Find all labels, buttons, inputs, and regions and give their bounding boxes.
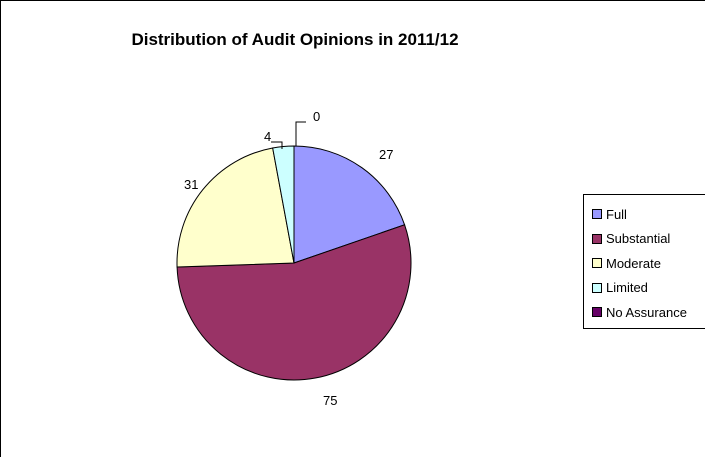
legend-item-no-assurance: No Assurance: [592, 304, 687, 320]
data-label-full: 27: [379, 147, 393, 162]
legend-swatch: [592, 282, 602, 293]
pie-slice-full: [293, 145, 406, 264]
pie-slice-substantial: [176, 224, 412, 381]
legend-item-moderate: Moderate: [592, 255, 661, 271]
data-label-limited: 4: [264, 129, 271, 144]
legend-swatch: [592, 233, 602, 244]
leader-line-limited: [271, 141, 283, 149]
legend-label: Moderate: [606, 255, 661, 271]
chart-title: Distribution of Audit Opinions in 2011/1…: [131, 30, 459, 49]
legend-item-full: Full: [592, 206, 627, 222]
legend: Full Substantial Moderate Limited No Assuran…: [583, 194, 705, 329]
data-label-moderate: 31: [184, 177, 198, 192]
legend-label: Limited: [606, 280, 648, 295]
legend-swatch: [592, 258, 602, 268]
data-label-no-assurance: 0: [313, 109, 320, 124]
data-label-substantial: 75: [323, 393, 337, 408]
pie-slice-limited: [272, 145, 295, 264]
legend-item-substantial: Substantial: [592, 231, 670, 247]
legend-label: Substantial: [606, 231, 671, 246]
legend-label: No Assurance: [606, 304, 687, 320]
pie-slice-moderate: [176, 147, 295, 268]
legend-swatch: [592, 209, 602, 219]
legend-swatch: [592, 307, 602, 317]
legend-label: Full: [606, 206, 627, 222]
legend-item-limited: Limited: [592, 280, 648, 296]
leader-line-no-assurance: [295, 121, 306, 146]
